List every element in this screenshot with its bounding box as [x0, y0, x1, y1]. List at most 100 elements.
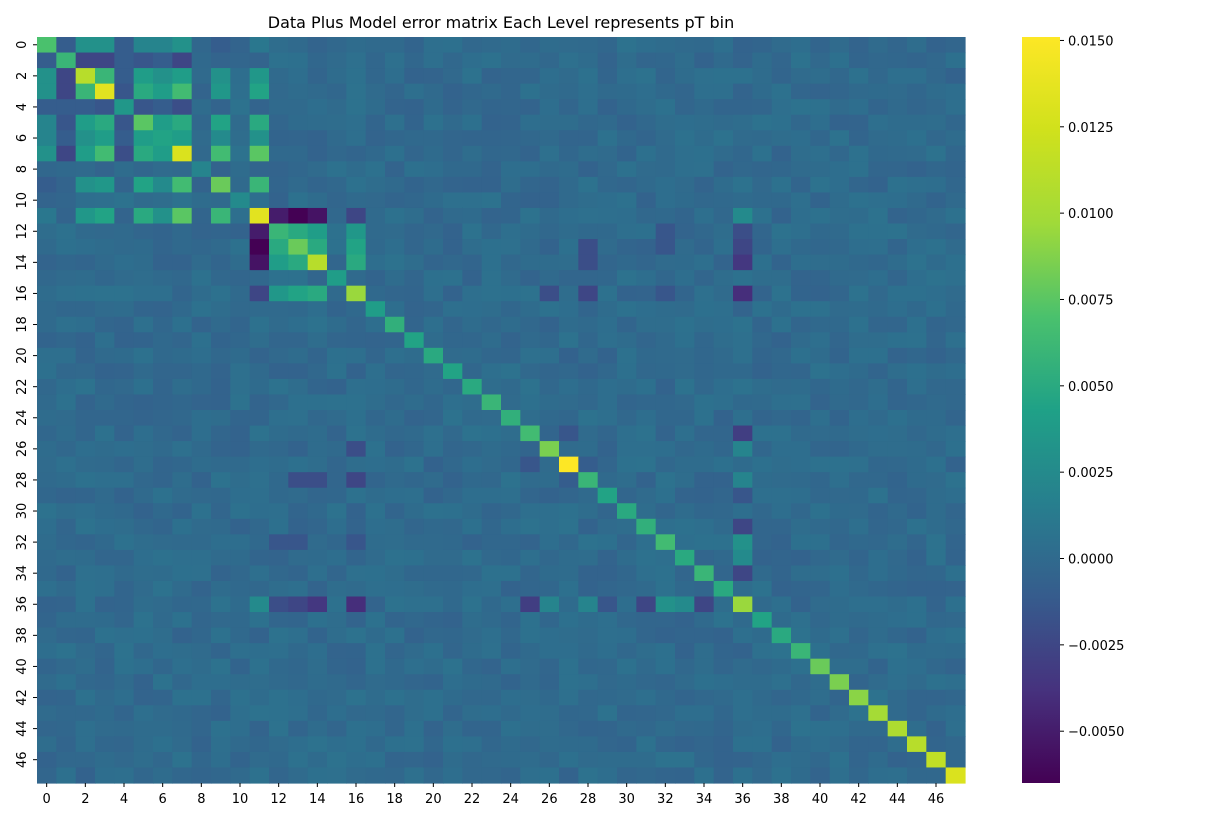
heatmap-cell — [114, 503, 135, 520]
heatmap-cell — [675, 316, 695, 333]
heatmap-cell — [829, 612, 850, 629]
heatmap-cell — [346, 627, 367, 644]
heatmap-cell — [365, 316, 386, 333]
heatmap-cell — [133, 518, 154, 535]
heatmap-cell — [230, 720, 251, 737]
heatmap-cell — [346, 705, 367, 722]
heatmap-cell — [462, 161, 483, 178]
heatmap-cell — [829, 83, 850, 100]
heatmap-cell — [733, 378, 753, 396]
heatmap-cell — [230, 736, 251, 753]
heatmap-cell — [230, 674, 251, 691]
heatmap-cell — [191, 549, 212, 567]
heatmap-cell — [655, 192, 676, 209]
heatmap-cell — [288, 658, 309, 675]
heatmap-cell — [675, 487, 695, 504]
heatmap-cell — [771, 316, 792, 333]
heatmap-cell — [327, 114, 347, 131]
heatmap-cell — [75, 705, 96, 722]
heatmap-cell — [849, 52, 869, 69]
heatmap-cell — [462, 239, 483, 256]
heatmap-cell — [501, 192, 521, 209]
heatmap-cell — [849, 596, 869, 613]
heatmap-cell — [346, 52, 367, 69]
heatmap-cell — [481, 612, 502, 629]
heatmap-cell — [133, 99, 154, 116]
heatmap-cell — [249, 316, 270, 333]
heatmap-cell — [191, 130, 212, 147]
heatmap-cell — [37, 378, 57, 396]
heatmap-cell — [481, 410, 502, 427]
heatmap-cell — [172, 285, 193, 302]
heatmap-cell — [829, 487, 850, 504]
heatmap-cell — [887, 518, 908, 535]
heatmap-cell — [578, 363, 599, 380]
heatmap-cell — [75, 176, 96, 194]
heatmap-cell — [791, 658, 811, 675]
heatmap-cell — [172, 394, 193, 411]
heatmap-cell — [694, 410, 715, 427]
heatmap-cell — [810, 612, 831, 629]
heatmap-cell — [713, 316, 734, 333]
colorbar-tick-label: 0.0000 — [1068, 553, 1114, 568]
heatmap-cell — [771, 363, 792, 380]
heatmap-cell — [887, 223, 908, 240]
heatmap-cell — [365, 347, 386, 364]
heatmap-cell — [675, 378, 695, 396]
heatmap-cell — [365, 674, 386, 691]
heatmap-cell — [559, 223, 579, 240]
y-tick-label: 20 — [15, 347, 30, 364]
heatmap-cell — [945, 441, 966, 458]
heatmap-cell — [365, 254, 386, 271]
heatmap-cell — [269, 767, 289, 784]
heatmap-cell — [481, 425, 502, 442]
heatmap-cell — [926, 580, 947, 598]
y-tick-label: 42 — [15, 689, 30, 706]
heatmap-cell — [75, 751, 96, 769]
heatmap-cell — [481, 176, 502, 194]
heatmap-cell — [810, 658, 831, 675]
heatmap-cell — [133, 114, 154, 131]
heatmap-cell — [307, 207, 328, 225]
heatmap-cell — [269, 410, 289, 427]
heatmap-cell — [404, 270, 425, 287]
heatmap-cell — [230, 285, 251, 302]
heatmap-cell — [597, 316, 618, 333]
heatmap-cell — [559, 207, 579, 225]
heatmap-cell — [56, 720, 77, 737]
heatmap-cell — [365, 52, 386, 69]
heatmap-cell — [539, 363, 560, 380]
heatmap-cell — [810, 580, 831, 598]
heatmap-cell — [617, 441, 637, 458]
heatmap-cell — [945, 363, 966, 380]
heatmap-cell — [230, 518, 251, 535]
heatmap-cell — [559, 192, 579, 209]
heatmap-cell — [868, 441, 889, 458]
heatmap-cell — [75, 643, 96, 660]
heatmap-cell — [462, 347, 483, 364]
heatmap-cell — [365, 720, 386, 737]
heatmap-cell — [269, 472, 289, 489]
heatmap-cell — [404, 301, 425, 318]
heatmap-cell — [114, 145, 135, 162]
heatmap-cell — [849, 347, 869, 364]
heatmap-cell — [269, 736, 289, 753]
heatmap-cell — [907, 130, 927, 147]
heatmap-cell — [926, 720, 947, 737]
heatmap-cell — [887, 316, 908, 333]
heatmap-cell — [617, 99, 637, 116]
heatmap-cell — [95, 410, 115, 427]
heatmap-cell — [868, 37, 889, 54]
heatmap-cell — [733, 99, 753, 116]
heatmap-cell — [617, 145, 637, 162]
x-tick-label: 22 — [464, 792, 481, 807]
heatmap-cell — [481, 347, 502, 364]
heatmap-cell — [385, 223, 405, 240]
heatmap-cell — [37, 347, 57, 364]
heatmap-cell — [172, 674, 193, 691]
heatmap-cell — [56, 643, 77, 660]
heatmap-cell — [868, 316, 889, 333]
heatmap-cell — [307, 658, 328, 675]
heatmap-cell — [501, 689, 521, 706]
heatmap-cell — [752, 332, 773, 349]
